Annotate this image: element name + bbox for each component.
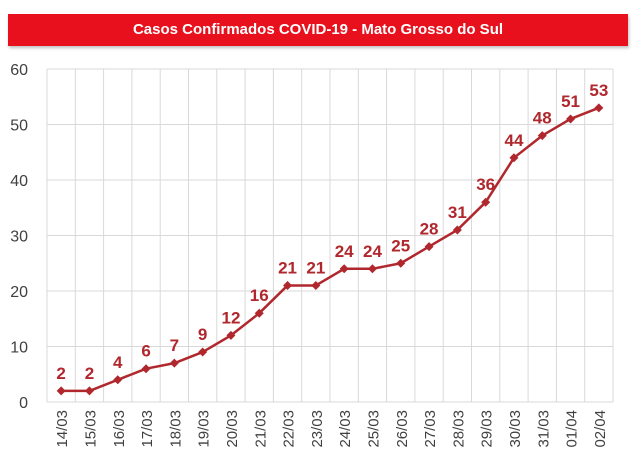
y-tick-label: 50 — [10, 118, 28, 135]
x-tick-label: 28/03 — [450, 410, 467, 448]
x-tick-label: 22/03 — [281, 410, 298, 448]
data-label: 53 — [589, 81, 608, 100]
x-tick-label: 21/03 — [252, 410, 269, 448]
series-markers — [56, 103, 604, 396]
x-tick-label: 25/03 — [365, 410, 382, 448]
x-tick-label: 16/03 — [111, 410, 128, 448]
chart-grid — [46, 68, 614, 403]
x-tick-label: 30/03 — [507, 410, 524, 448]
x-tick-label: 14/03 — [54, 410, 71, 448]
data-point-marker — [481, 197, 491, 207]
data-point-marker — [566, 114, 576, 124]
data-point-marker — [254, 308, 264, 318]
x-tick-label: 24/03 — [337, 410, 354, 448]
data-label: 48 — [533, 109, 552, 128]
x-tick-label: 19/03 — [196, 410, 213, 448]
data-point-marker — [141, 364, 151, 374]
x-tick-label: 27/03 — [422, 410, 439, 448]
x-tick-label: 15/03 — [82, 410, 99, 448]
data-point-marker — [283, 280, 293, 290]
data-label: 44 — [504, 131, 523, 150]
data-label: 31 — [448, 203, 467, 222]
x-tick-label: 20/03 — [224, 410, 241, 448]
y-tick-label: 60 — [10, 62, 28, 79]
x-tick-label: 29/03 — [479, 410, 496, 448]
y-tick-label: 30 — [10, 229, 28, 246]
data-point-marker — [226, 330, 236, 340]
data-point-marker — [396, 258, 406, 268]
data-label: 4 — [113, 353, 123, 372]
data-label: 6 — [141, 342, 150, 361]
data-label: 12 — [221, 308, 240, 327]
chart-title: Casos Confirmados COVID-19 - Mato Grosso… — [8, 14, 628, 46]
x-tick-label: 02/04 — [592, 410, 609, 448]
data-label: 2 — [56, 364, 65, 383]
data-point-marker — [311, 280, 321, 290]
data-point-marker — [198, 347, 208, 357]
y-tick-label: 0 — [19, 395, 28, 412]
data-label: 9 — [198, 325, 207, 344]
series-line — [61, 106, 600, 393]
data-label: 24 — [363, 242, 382, 261]
data-label: 16 — [250, 286, 269, 305]
series-polyline — [61, 106, 600, 393]
data-point-marker — [169, 358, 179, 368]
x-tick-label: 31/03 — [535, 410, 552, 448]
data-label: 7 — [170, 336, 179, 355]
data-label: 51 — [561, 92, 580, 111]
y-tick-label: 10 — [10, 340, 28, 357]
x-tick-label: 01/04 — [564, 410, 581, 448]
data-point-marker — [367, 264, 377, 274]
x-tick-label: 17/03 — [139, 410, 156, 448]
data-point-marker — [113, 375, 123, 385]
data-point-marker — [424, 242, 434, 252]
data-point-marker — [56, 386, 66, 396]
data-label: 21 — [278, 258, 297, 277]
x-tick-label: 18/03 — [167, 410, 184, 448]
y-tick-label: 20 — [10, 284, 28, 301]
data-point-marker — [84, 386, 94, 396]
data-point-marker — [452, 225, 462, 235]
x-tick-label: 26/03 — [394, 410, 411, 448]
x-axis-ticks: 14/03 15/03 16/03 17/03 18/03 19/03 20/03 21/03… — [54, 410, 609, 448]
data-label: 25 — [391, 236, 410, 255]
data-label: 36 — [476, 175, 495, 194]
data-label: 21 — [306, 258, 325, 277]
data-point-marker — [537, 131, 547, 141]
data-point-marker — [339, 264, 349, 274]
data-label: 24 — [335, 242, 354, 261]
y-axis-ticks: 0 10 20 30 40 50 60 — [10, 62, 28, 412]
data-label: 2 — [85, 364, 94, 383]
x-tick-label: 23/03 — [309, 410, 326, 448]
data-point-marker — [594, 103, 604, 113]
data-point-marker — [509, 153, 519, 163]
y-tick-label: 40 — [10, 173, 28, 190]
data-label: 28 — [420, 220, 439, 239]
